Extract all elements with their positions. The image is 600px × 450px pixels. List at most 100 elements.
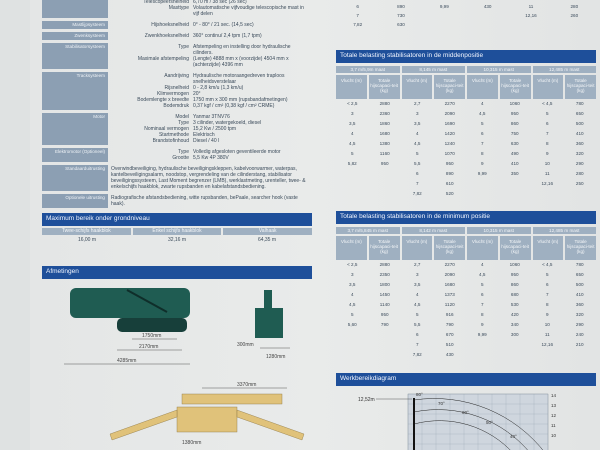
- col-header-reach: Vlucht (m): [467, 75, 498, 99]
- table-cell: 1070: [444, 151, 455, 156]
- max-reach-values: 16,00 m 32,16 m 64,35 m: [42, 235, 312, 245]
- table-cell: [369, 169, 402, 179]
- spec-value: Diesel / 40 l: [193, 138, 220, 144]
- table-cell: [466, 189, 499, 199]
- mast-group-row: 3,7 m/5,9m maat 8,145 m mast 10,315 m mast…: [336, 66, 596, 73]
- table-cell: 8: [480, 151, 484, 156]
- spec-pair: Type Volledig afgesloten geventileerde mo…: [111, 149, 309, 155]
- spec-value: 360° continu/ 2,4 tpm (1,7 tpm): [193, 33, 262, 39]
- table-cell: 2,7: [414, 262, 421, 267]
- y-tick: 12: [551, 413, 557, 418]
- table-row: 7 610 12,16 250: [336, 179, 596, 189]
- spec-value: 0,37 kgf / cm² (0,38 kgf / cm² CRME): [193, 103, 275, 109]
- table-cell: [336, 330, 369, 340]
- table-cell: 1380: [379, 141, 390, 146]
- spec-value: Elektrisch: [193, 132, 215, 138]
- mast-group: 3,7 m/5,9m maat: [336, 66, 400, 73]
- work-range-header: Werkbereikdiagram: [336, 373, 596, 386]
- table-cell: 7: [415, 342, 419, 347]
- spec-pair: Brandstofinhoud Diesel / 40 l: [111, 138, 309, 144]
- mast-group: 8,145 m mast: [401, 66, 465, 73]
- dim-label: 300mm: [237, 342, 254, 348]
- spec-key: Hijshoeksnelheid: [151, 22, 189, 28]
- standard-text: Overwindbeveiliging, hydraulische beveil…: [111, 166, 306, 190]
- col-header-reach: Vlucht (m): [401, 75, 433, 99]
- standard-label: Standaarduitrusting: [42, 165, 108, 191]
- table-row: 5,60 790 5,5 790 9 340 10 290: [336, 320, 596, 330]
- col-header-reach: Vlucht (m): [532, 75, 564, 99]
- table-cell: 4: [480, 101, 484, 106]
- spec-values: Model Yanmar 3TNV76 Type 3 cilinder, waterg…: [108, 113, 312, 145]
- table-cell: 610: [445, 181, 454, 186]
- table-row: 7,82 520: [336, 189, 596, 199]
- table-cell: 360: [575, 141, 584, 146]
- table-cell: 2880: [379, 101, 390, 106]
- table-cell: 250: [575, 181, 584, 186]
- load-table-continued: 6 890 9,99 430 11 280 7 730 12,16 260 7,82 630: [336, 2, 596, 29]
- table-cell: 5: [350, 151, 354, 156]
- spec-value: Yanmar 3TNV76: [193, 114, 230, 120]
- table-cell: 500: [575, 121, 584, 126]
- spec-key: Type: [178, 120, 189, 126]
- load-table: 3,7 m/5,9m maat 8,145 m mast 10,315 m mast…: [336, 66, 596, 199]
- table-cell: 3,5: [414, 282, 421, 287]
- table-cell: 2350: [379, 272, 390, 277]
- table-cell: 670: [445, 332, 454, 337]
- table-row: < 2,5 2880 2,7 2270 4 1060 < 4,5 780: [336, 260, 596, 270]
- spec-key: Model: [175, 114, 189, 120]
- table-cell: 7: [545, 131, 549, 136]
- table-cell: 950: [510, 111, 519, 116]
- dimensions-drawing: 1750mm 2170mm 4285mm 300mm 1280mm 3370mm…: [64, 288, 305, 446]
- spec-pair: Aandrijving Hydraulische motoraangedreven…: [111, 73, 309, 85]
- mast-group: 10,315 m mast: [467, 227, 531, 234]
- spec-pair: Klimvermogen 20°: [111, 91, 309, 97]
- table-cell: 4: [350, 131, 354, 136]
- max-reach-table: Twee-schijfs haakblok Enkel schijfs haakb…: [42, 228, 313, 245]
- mast-group: 12,485 m mast: [532, 227, 596, 234]
- table-cell: 11: [544, 332, 550, 337]
- table-cell: 280: [570, 4, 579, 9]
- dim-label: 1380mm: [182, 440, 201, 446]
- table-cell: [336, 189, 369, 199]
- table-cell: 750: [510, 131, 519, 136]
- spec-pair: Hijshoeksnelheid 0° - 80° / 21 sec. (14,5…: [111, 22, 309, 28]
- spec-row: Motor Model Yanmar 3TNV76 Type 3 cilinder, w…: [42, 113, 312, 145]
- table-row: 4 1680 4 1420 6 750 7 410: [336, 129, 596, 139]
- spec-key: Startmethode: [158, 132, 189, 138]
- table-cell: 2090: [444, 272, 455, 277]
- table-cell: [369, 340, 402, 350]
- table-cell: 8: [480, 312, 484, 317]
- spec-label: Zwenksysteem: [42, 32, 108, 40]
- angle-label: 70°: [438, 401, 445, 406]
- table-cell: [369, 330, 402, 340]
- table-cell: 3,5: [414, 121, 421, 126]
- spec-value: Volautomatische vijfvoudige telescopisch…: [193, 5, 304, 17]
- spec-key: Zwenkhoeksnelheid: [144, 33, 189, 39]
- spec-list: Telescopeersnelheid 6,70 m / 38 sec (26 s…: [42, 0, 312, 208]
- column-headers: Vlucht (m) Totale hijscapaci-teit (kg) Vlu…: [336, 75, 596, 99]
- spec-key: Type: [178, 44, 189, 50]
- table-row: 3 2350 3 2090 4,5 950 5 650: [336, 270, 596, 280]
- table-cell: 430: [483, 4, 492, 9]
- dim-label: 1280mm: [266, 354, 285, 360]
- table-cell: 4,5: [414, 302, 421, 307]
- table-cell: 5: [545, 111, 549, 116]
- y-tick: 14: [551, 393, 557, 398]
- angle-label: 60°: [462, 410, 469, 415]
- dimensions-header: Afmetingen: [42, 266, 312, 279]
- table-cell: 1160: [379, 151, 390, 156]
- table-cell: [336, 179, 369, 189]
- spec-key: Aandrijving: [164, 73, 189, 79]
- spec-row: Mastlijpsysteem Hijshoeksnelheid 0° - 80° …: [42, 21, 312, 29]
- table-cell: 6: [356, 4, 359, 9]
- spec-pair: Telescopeersnelheid 6,70 m / 38 sec (26 s…: [111, 0, 309, 5]
- table-cell: 4,5: [479, 111, 486, 116]
- table-cell: 9: [480, 161, 484, 166]
- dimension-lines: [64, 338, 290, 389]
- spec-value: 1750 mm x 300 mm (rupsbandafmetingen): [193, 97, 288, 103]
- table-cell: 510: [445, 342, 454, 347]
- table-cell: 780: [575, 262, 584, 267]
- table-cell: [369, 179, 402, 189]
- table-cell: 1120: [444, 302, 455, 307]
- dim-label: 4285mm: [117, 358, 136, 364]
